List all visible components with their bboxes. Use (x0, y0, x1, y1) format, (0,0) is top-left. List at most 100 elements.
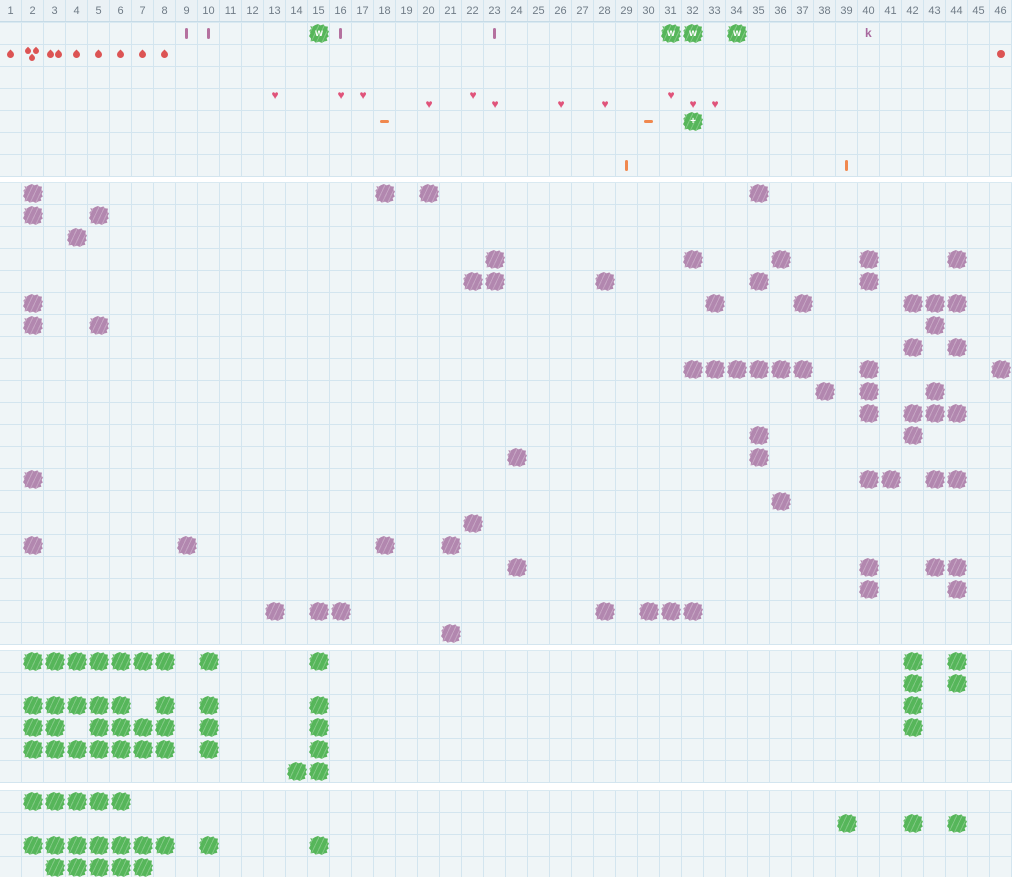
purple-blob-sprite[interactable] (331, 602, 351, 621)
green-blob-sprite[interactable] (23, 740, 43, 759)
purple-blob-sprite[interactable] (441, 536, 461, 555)
status-marks-section[interactable]: w w w w k ♥ ♥ ♥ ♥ ♥ ♥ ♥ ♥ ♥ ♥ ♥ + (0, 22, 1012, 177)
purple-blob-sprite[interactable] (23, 470, 43, 489)
green-blob-sprite[interactable] (23, 652, 43, 671)
green-blob-sprite[interactable] (309, 836, 329, 855)
purple-blob-sprite[interactable] (859, 382, 879, 401)
purple-blob-sprite[interactable] (947, 580, 967, 599)
green-blob-sprite[interactable] (903, 696, 923, 715)
pasture-section-1[interactable] (0, 650, 1012, 783)
purple-blob-sprite[interactable] (507, 558, 527, 577)
purple-blob-sprite[interactable] (815, 382, 835, 401)
green-blob-sprite[interactable] (155, 652, 175, 671)
green-blob-sprite[interactable] (45, 696, 65, 715)
green-blob-sprite[interactable] (111, 740, 131, 759)
purple-blob-sprite[interactable] (727, 360, 747, 379)
green-blob-sprite[interactable] (155, 696, 175, 715)
green-blob-sprite[interactable] (111, 652, 131, 671)
purple-blob-sprite[interactable] (595, 602, 615, 621)
purple-blob-sprite[interactable] (89, 206, 109, 225)
green-blob-sprite[interactable] (155, 718, 175, 737)
green-blob-sprite[interactable] (133, 740, 153, 759)
purple-blob-sprite[interactable] (881, 470, 901, 489)
purple-blob-sprite[interactable] (375, 184, 395, 203)
green-blob-sprite[interactable] (23, 792, 43, 811)
green-blob-sprite[interactable] (199, 696, 219, 715)
purple-blob-sprite[interactable] (485, 272, 505, 291)
green-blob-sprite[interactable] (45, 792, 65, 811)
purple-blob-sprite[interactable] (925, 294, 945, 313)
purple-blob-sprite[interactable] (89, 316, 109, 335)
purple-blob-sprite[interactable] (859, 272, 879, 291)
green-blob-sprite[interactable] (309, 762, 329, 781)
green-blob-sprite[interactable] (67, 792, 87, 811)
purple-blob-sprite[interactable] (507, 448, 527, 467)
w-blob-icon[interactable]: w (683, 24, 703, 43)
w-blob-icon[interactable]: w (309, 24, 329, 43)
green-blob-sprite[interactable] (89, 858, 109, 877)
green-blob-sprite[interactable] (111, 696, 131, 715)
purple-blob-sprite[interactable] (177, 536, 197, 555)
green-blob-sprite[interactable] (45, 652, 65, 671)
green-blob-sprite[interactable] (67, 740, 87, 759)
green-blob-sprite[interactable] (67, 696, 87, 715)
green-blob-sprite[interactable] (199, 718, 219, 737)
purple-blob-sprite[interactable] (683, 602, 703, 621)
purple-blob-sprite[interactable] (947, 294, 967, 313)
purple-blob-sprite[interactable] (23, 206, 43, 225)
purple-blob-sprite[interactable] (441, 624, 461, 643)
green-blob-sprite[interactable] (309, 718, 329, 737)
green-blob-sprite[interactable] (89, 652, 109, 671)
green-blob-sprite[interactable] (947, 674, 967, 693)
green-blob-sprite[interactable] (199, 836, 219, 855)
purple-blob-sprite[interactable] (749, 184, 769, 203)
green-blob-sprite[interactable] (67, 858, 87, 877)
purple-blob-sprite[interactable] (67, 228, 87, 247)
w-blob-icon[interactable]: w (661, 24, 681, 43)
purple-blob-sprite[interactable] (793, 294, 813, 313)
purple-blob-sprite[interactable] (947, 338, 967, 357)
purple-blob-sprite[interactable] (925, 316, 945, 335)
green-blob-sprite[interactable] (45, 740, 65, 759)
purple-blob-sprite[interactable] (705, 294, 725, 313)
purple-blob-sprite[interactable] (925, 382, 945, 401)
green-blob-sprite[interactable] (155, 740, 175, 759)
purple-blob-sprite[interactable] (749, 360, 769, 379)
purple-blob-sprite[interactable] (859, 404, 879, 423)
purple-blob-sprite[interactable] (771, 250, 791, 269)
purple-blob-sprite[interactable] (749, 272, 769, 291)
purple-blob-sprite[interactable] (903, 404, 923, 423)
purple-blob-sprite[interactable] (859, 360, 879, 379)
purple-blob-sprite[interactable] (749, 426, 769, 445)
green-blob-sprite[interactable] (133, 858, 153, 877)
green-blob-sprite[interactable] (133, 836, 153, 855)
green-blob-sprite[interactable] (67, 652, 87, 671)
green-blob-sprite[interactable] (947, 814, 967, 833)
pasture-section-2[interactable] (0, 790, 1012, 877)
purple-blob-sprite[interactable] (925, 404, 945, 423)
purple-blob-sprite[interactable] (639, 602, 659, 621)
green-blob-sprite[interactable] (89, 836, 109, 855)
purple-blob-sprite[interactable] (485, 250, 505, 269)
purple-blob-sprite[interactable] (859, 558, 879, 577)
green-blob-sprite[interactable] (903, 674, 923, 693)
purple-blob-sprite[interactable] (903, 338, 923, 357)
purple-blob-sprite[interactable] (991, 360, 1011, 379)
green-blob-sprite[interactable] (309, 696, 329, 715)
green-blob-sprite[interactable] (903, 814, 923, 833)
purple-blob-sprite[interactable] (595, 272, 615, 291)
purple-blob-sprite[interactable] (859, 470, 879, 489)
green-blob-sprite[interactable] (199, 652, 219, 671)
green-blob-sprite[interactable] (903, 652, 923, 671)
green-blob-sprite[interactable] (89, 792, 109, 811)
green-blob-sprite[interactable] (199, 740, 219, 759)
purple-blob-sprite[interactable] (661, 602, 681, 621)
purple-blob-sprite[interactable] (683, 250, 703, 269)
w-blob-icon[interactable]: w (727, 24, 747, 43)
purple-blob-sprite[interactable] (903, 294, 923, 313)
green-blob-sprite[interactable] (67, 836, 87, 855)
purple-blob-sprite[interactable] (793, 360, 813, 379)
green-blob-sprite[interactable] (23, 836, 43, 855)
purple-blob-sprite[interactable] (309, 602, 329, 621)
purple-blob-sprite[interactable] (419, 184, 439, 203)
